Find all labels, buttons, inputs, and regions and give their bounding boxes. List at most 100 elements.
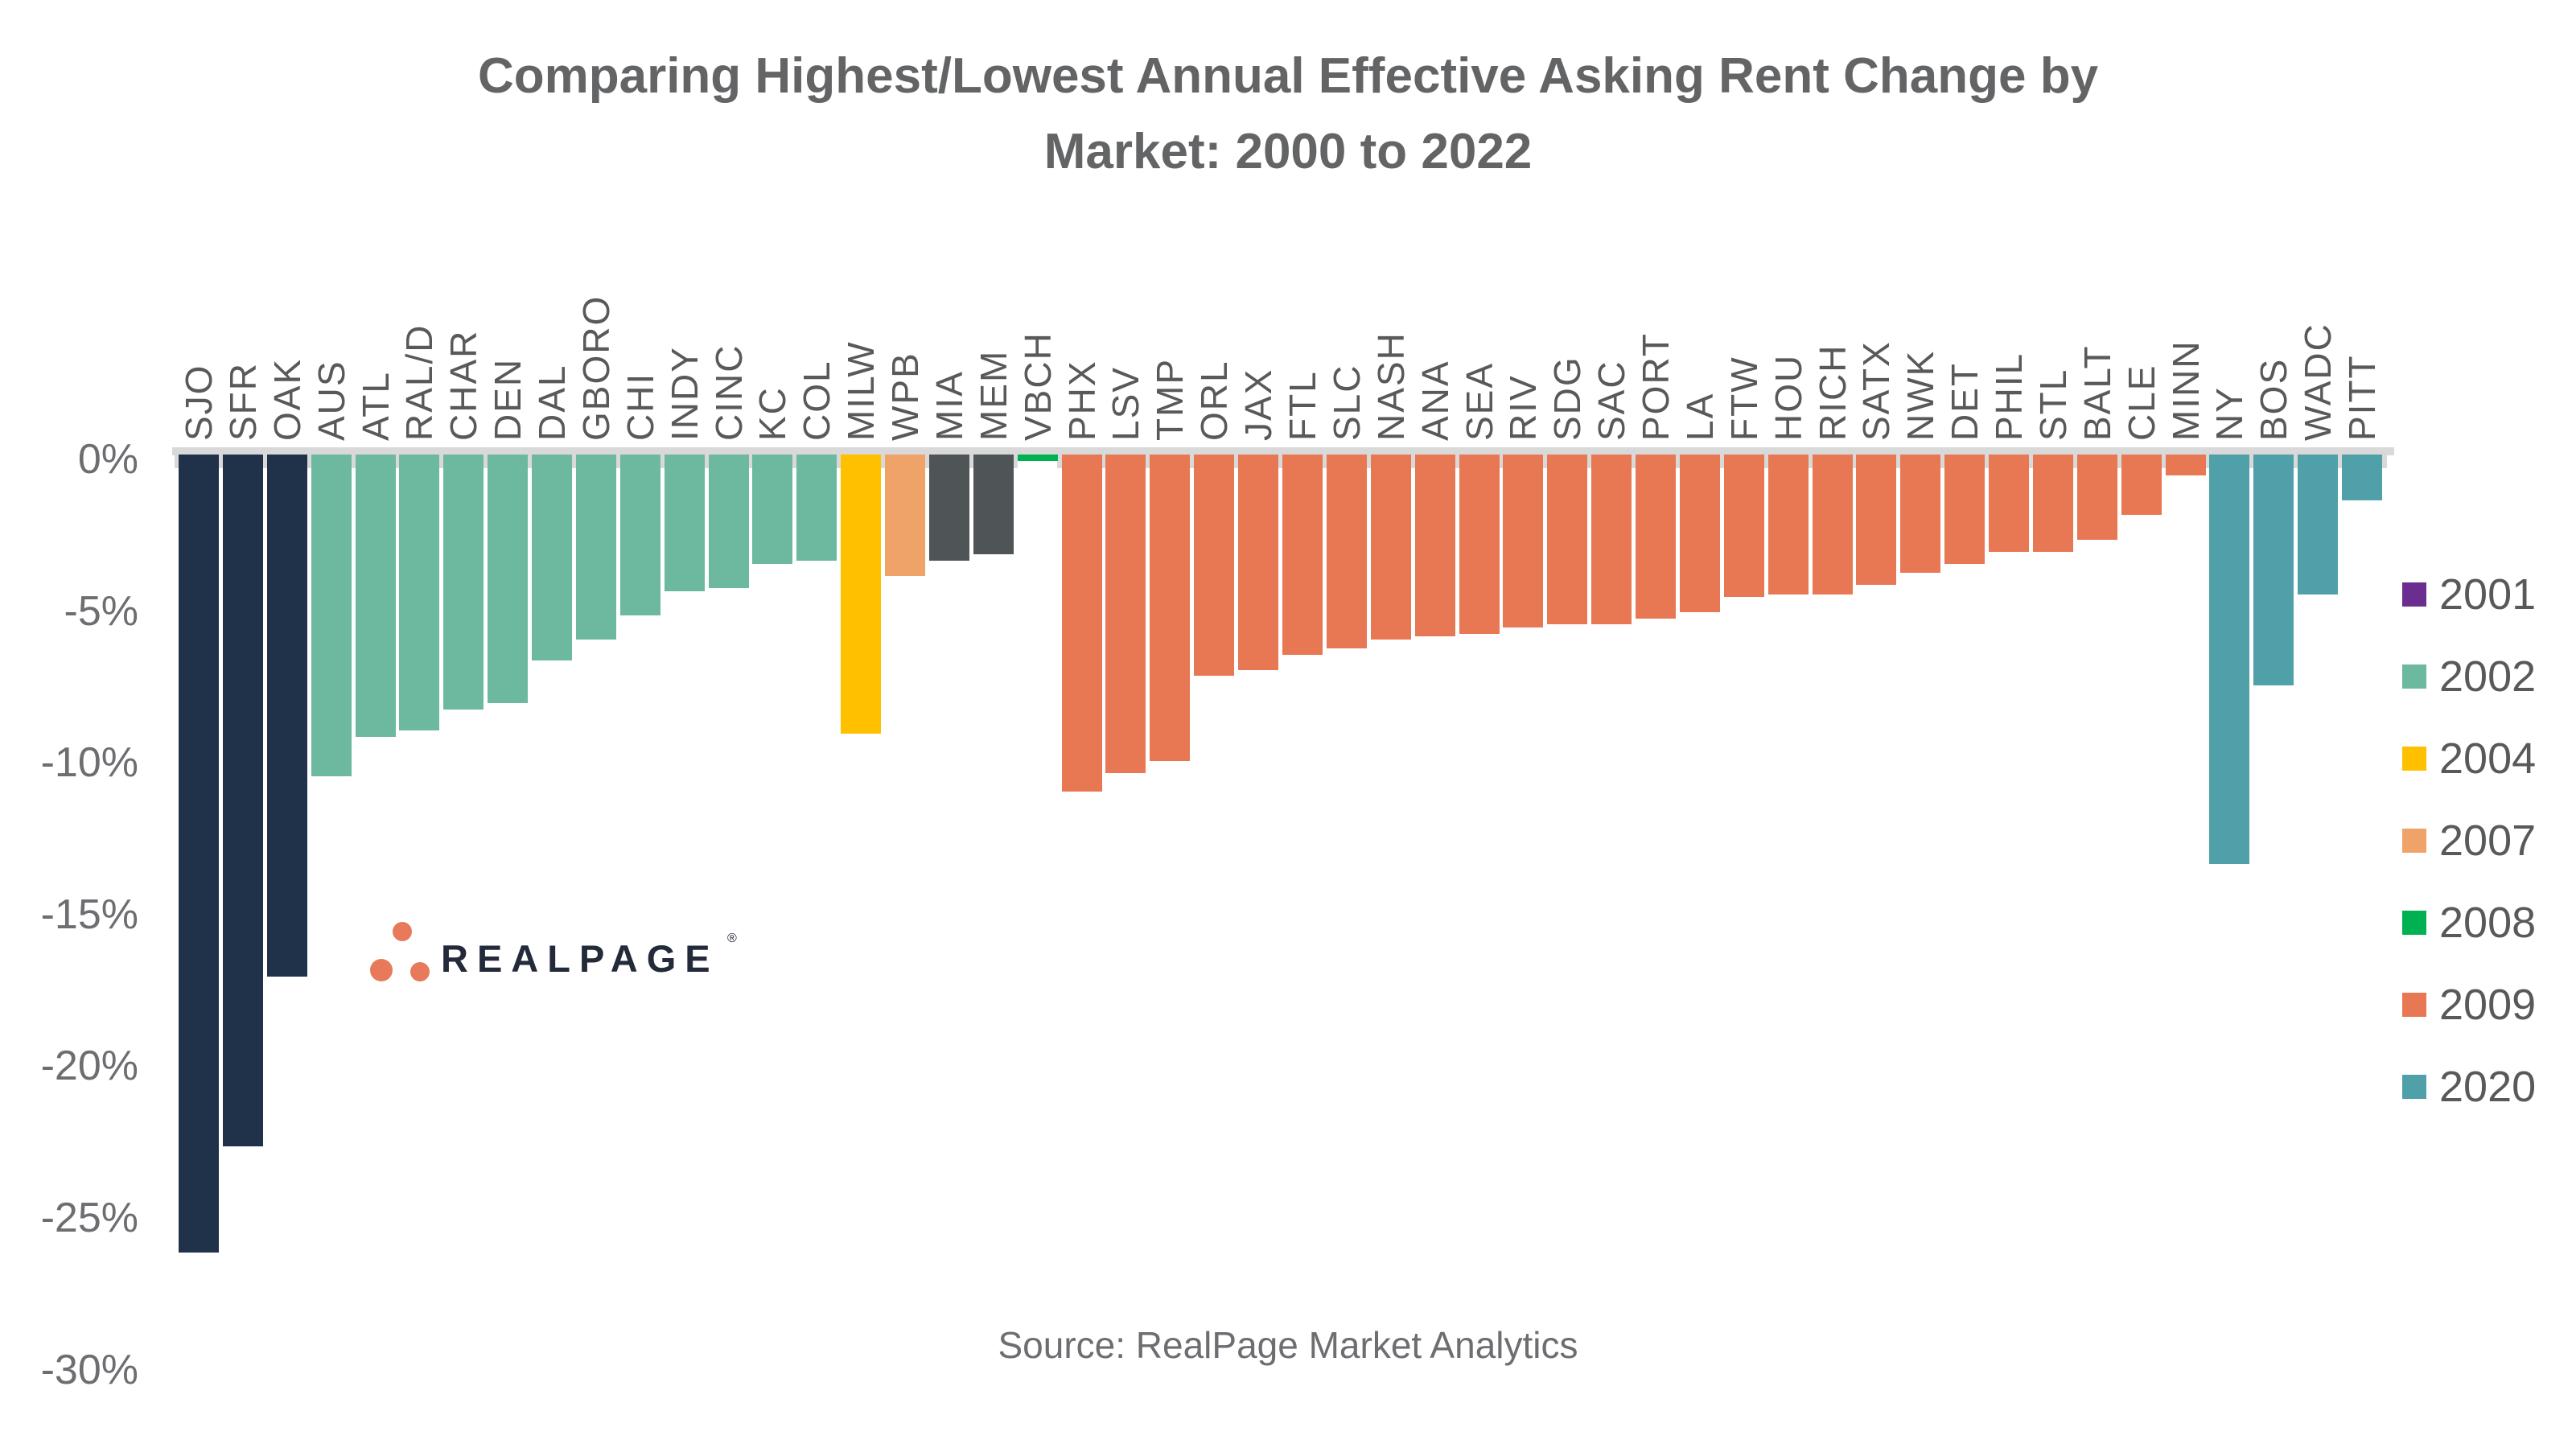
bar bbox=[2209, 455, 2250, 865]
category-tick bbox=[2161, 455, 2167, 468]
bar-label: DET bbox=[1944, 362, 1986, 441]
bar-label: MILW bbox=[840, 340, 883, 441]
legend-swatch bbox=[2402, 911, 2426, 935]
category-tick bbox=[1013, 455, 1018, 468]
legend-item: 2008 bbox=[2402, 882, 2536, 964]
bar bbox=[2253, 455, 2294, 685]
bar-label: PORT bbox=[1635, 332, 1677, 441]
category-tick bbox=[704, 455, 710, 468]
category-tick bbox=[2028, 455, 2034, 468]
bar-label: KC bbox=[751, 386, 794, 441]
bar-label: LA bbox=[1678, 392, 1721, 441]
category-tick bbox=[660, 455, 665, 468]
category-tick bbox=[1057, 455, 1063, 468]
category-tick bbox=[1101, 455, 1107, 468]
category-tick bbox=[1322, 455, 1327, 468]
bar-label: PHIL bbox=[1988, 352, 2031, 441]
bar bbox=[708, 455, 749, 588]
bar bbox=[1547, 455, 1588, 625]
legend-year: 2002 bbox=[2439, 652, 2537, 701]
bar-label: MIA bbox=[928, 370, 970, 441]
bar bbox=[532, 455, 573, 661]
legend-year: 2004 bbox=[2439, 734, 2537, 783]
bar bbox=[2076, 455, 2117, 540]
bar bbox=[1856, 455, 1897, 586]
bar-label: JAX bbox=[1237, 368, 1280, 441]
category-tick bbox=[748, 455, 753, 468]
legend-item: 2004 bbox=[2402, 718, 2536, 800]
category-tick bbox=[218, 455, 224, 468]
category-tick bbox=[792, 455, 797, 468]
bar-label: SFR bbox=[221, 362, 264, 441]
logo-dot-bottom-right bbox=[410, 962, 430, 981]
bar-label: DEN bbox=[487, 357, 529, 441]
bar bbox=[1459, 455, 1500, 634]
y-tick-label: -20% bbox=[40, 1043, 138, 1090]
bar-label: AUS bbox=[310, 360, 352, 441]
y-tick-label: -15% bbox=[40, 891, 138, 938]
legend-year: 2007 bbox=[2439, 817, 2537, 865]
category-tick bbox=[1542, 455, 1548, 468]
bar bbox=[311, 455, 352, 776]
bar bbox=[179, 455, 219, 1253]
bar-label: PHX bbox=[1060, 360, 1103, 441]
category-tick bbox=[2381, 455, 2387, 468]
bar-label: NASH bbox=[1369, 331, 1412, 441]
bar bbox=[1812, 455, 1853, 594]
bar bbox=[841, 455, 882, 734]
legend-year: 2001 bbox=[2439, 570, 2537, 619]
bar bbox=[619, 455, 660, 615]
legend-item: 2001 bbox=[2402, 553, 2536, 636]
bar-label: SEA bbox=[1458, 361, 1500, 441]
category-tick bbox=[2249, 455, 2254, 468]
bar bbox=[1017, 455, 1058, 461]
bar bbox=[1282, 455, 1323, 655]
bar-label: CHI bbox=[619, 372, 661, 441]
category-tick bbox=[1895, 455, 1901, 468]
bar bbox=[1370, 455, 1411, 640]
category-tick bbox=[174, 455, 179, 468]
category-tick bbox=[483, 455, 488, 468]
y-tick-label: -10% bbox=[40, 739, 138, 787]
chart-title: Comparing Highest/Lowest Annual Effectiv… bbox=[0, 39, 2576, 190]
bar-label: SJO bbox=[178, 364, 220, 441]
category-tick bbox=[969, 455, 974, 468]
bar bbox=[2121, 455, 2162, 516]
category-tick bbox=[262, 455, 268, 468]
category-tick bbox=[2293, 455, 2298, 468]
legend: 2001 2002 2004 2007 2008 2009 2020 bbox=[2402, 553, 2536, 1128]
bar-label: ATL bbox=[354, 371, 397, 441]
category-tick bbox=[527, 455, 533, 468]
bar bbox=[1503, 455, 1544, 627]
category-tick bbox=[615, 455, 621, 468]
bar-label: TMP bbox=[1149, 357, 1191, 441]
bar bbox=[2298, 455, 2339, 594]
bar bbox=[664, 455, 705, 591]
category-tick bbox=[1498, 455, 1504, 468]
bar bbox=[1414, 455, 1455, 637]
category-tick bbox=[2117, 455, 2122, 468]
bar bbox=[1636, 455, 1677, 619]
legend-item: 2020 bbox=[2402, 1046, 2536, 1128]
bar-label: SDG bbox=[1546, 356, 1589, 441]
bar-label: WPB bbox=[884, 352, 927, 441]
logo-text: REALPAGE bbox=[441, 937, 719, 980]
bar-label: COL bbox=[796, 360, 838, 441]
legend-item: 2002 bbox=[2402, 636, 2536, 718]
bar-label: INDY bbox=[663, 346, 706, 441]
bar bbox=[1944, 455, 1985, 564]
bar bbox=[1238, 455, 1279, 670]
legend-year: 2020 bbox=[2439, 1063, 2537, 1111]
bar-label: HOU bbox=[1767, 353, 1809, 441]
bar bbox=[1900, 455, 1941, 574]
legend-swatch bbox=[2402, 1075, 2426, 1099]
category-tick bbox=[1808, 455, 1813, 468]
bar bbox=[2165, 455, 2206, 476]
category-tick bbox=[1233, 455, 1239, 468]
bar bbox=[266, 455, 307, 977]
logo-dot-top bbox=[393, 922, 412, 941]
legend-swatch bbox=[2402, 664, 2426, 689]
category-tick bbox=[1586, 455, 1592, 468]
bar bbox=[443, 455, 484, 710]
